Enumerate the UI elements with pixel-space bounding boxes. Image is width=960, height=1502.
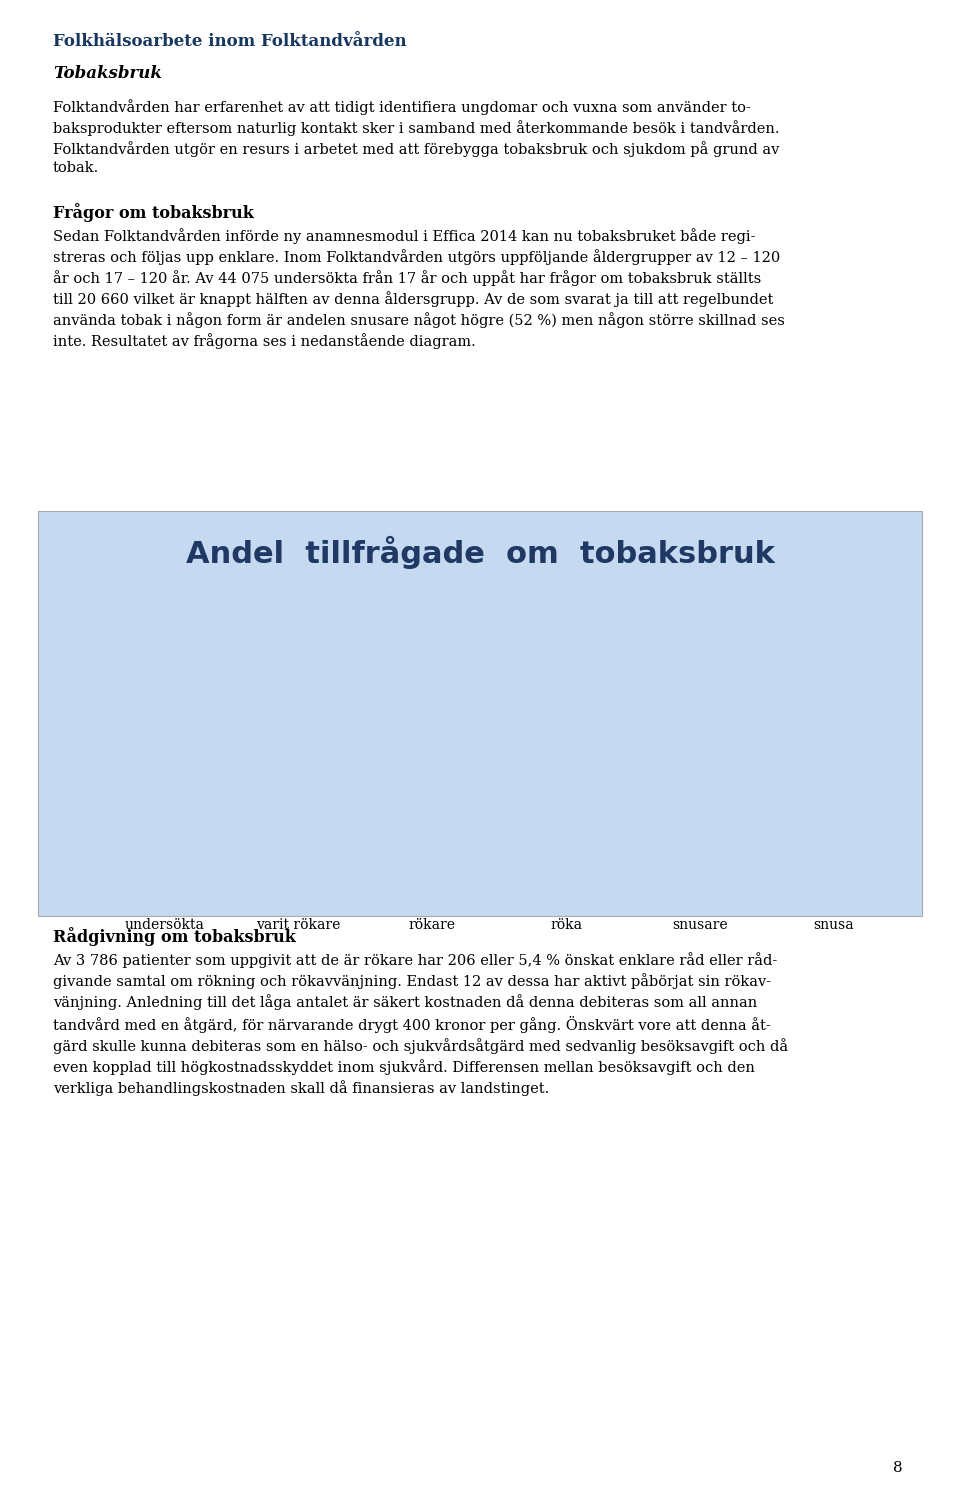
Bar <box>134 700 195 894</box>
Text: Folktandvården har erfarenhet av att tidigt identifiera ungdomar och vuxna som a: Folktandvården har erfarenhet av att tid… <box>53 99 780 176</box>
Bar <box>536 840 596 894</box>
Text: 59%: 59% <box>280 632 317 647</box>
Bar <box>402 819 463 894</box>
Text: 8: 8 <box>893 1461 902 1475</box>
Text: Rådgivning om tobaksbruk: Rådgivning om tobaksbruk <box>53 927 296 946</box>
Text: Av 3 786 patienter som uppgivit att de är rökare har 206 eller 5,4 % önskat enkl: Av 3 786 patienter som uppgivit att de ä… <box>53 952 788 1096</box>
Text: 47%: 47% <box>147 682 182 697</box>
Text: Folkhälsoarbete inom Folktandvården: Folkhälsoarbete inom Folktandvården <box>53 33 406 50</box>
Text: 19%: 19% <box>682 798 718 813</box>
Text: Tobaksbruk: Tobaksbruk <box>53 65 161 81</box>
Bar <box>670 816 730 894</box>
Text: 5%: 5% <box>821 856 846 870</box>
Text: Andel  tillfrågade  om  tobaksbruk: Andel tillfrågade om tobaksbruk <box>185 536 775 569</box>
Bar <box>269 650 328 894</box>
Text: 18%: 18% <box>415 802 450 816</box>
Text: Frågor om tobaksbruk: Frågor om tobaksbruk <box>53 203 253 222</box>
Text: Sedan Folktandvården införde ny anamnesmodul i Effica 2014 kan nu tobaksbruket b: Sedan Folktandvården införde ny anamnesm… <box>53 228 784 350</box>
Text: 13%: 13% <box>548 823 584 837</box>
Bar <box>804 873 864 894</box>
